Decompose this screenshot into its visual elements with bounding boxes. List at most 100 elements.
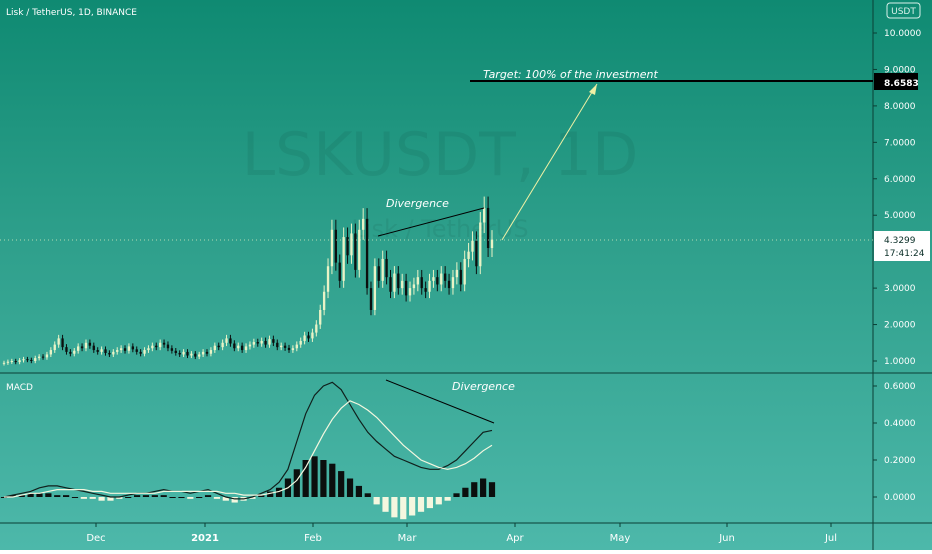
candle-body bbox=[467, 251, 470, 259]
price-divergence-line[interactable] bbox=[377, 207, 485, 237]
candle-body bbox=[369, 288, 373, 310]
candle-body bbox=[471, 240, 474, 252]
candle-body bbox=[307, 335, 310, 339]
macd-histogram-bar bbox=[36, 493, 43, 497]
candle-body bbox=[178, 352, 181, 355]
candle-body bbox=[385, 258, 388, 278]
candle-body bbox=[123, 348, 127, 351]
candle-body bbox=[443, 273, 447, 281]
candle-body bbox=[330, 229, 334, 267]
candle-body bbox=[22, 359, 25, 361]
macd-histogram-bar bbox=[0, 497, 8, 498]
macd-histogram-bar bbox=[54, 495, 61, 497]
macd-tick-label: 0.6000 bbox=[884, 382, 916, 392]
candle-body bbox=[326, 266, 330, 292]
candle-body bbox=[319, 309, 322, 325]
candle-body bbox=[260, 340, 263, 344]
candle-body bbox=[291, 348, 295, 351]
macd-histogram-bar bbox=[45, 493, 52, 497]
candle-body bbox=[338, 262, 341, 281]
macd-histogram-bar bbox=[231, 497, 238, 503]
macd-histogram-bar bbox=[169, 497, 176, 498]
candle-body bbox=[96, 350, 99, 352]
candle-body bbox=[451, 277, 455, 289]
price-tick-label: 10.0000 bbox=[884, 29, 921, 39]
x-tick-label: Apr bbox=[506, 533, 524, 544]
candle-body bbox=[147, 348, 150, 351]
candle-body bbox=[244, 346, 248, 351]
candle-body bbox=[69, 351, 72, 354]
price-tick-label: 7.0000 bbox=[884, 138, 916, 148]
macd-histogram-bar bbox=[329, 463, 336, 497]
candle-body bbox=[158, 342, 162, 348]
candle-body bbox=[299, 340, 302, 345]
candle-body bbox=[131, 346, 135, 350]
candle-body bbox=[361, 218, 365, 230]
macd-histogram-bar bbox=[488, 482, 496, 497]
macd-divergence-line[interactable] bbox=[385, 379, 495, 424]
candle-body bbox=[420, 277, 423, 289]
price-divergence-label: Divergence bbox=[386, 197, 449, 210]
macd-histogram-bar bbox=[480, 478, 487, 497]
macd-histogram-bar bbox=[160, 495, 167, 497]
candle-body bbox=[143, 350, 146, 354]
candle-body bbox=[205, 351, 209, 354]
candle-body bbox=[252, 342, 256, 345]
candle-body bbox=[45, 354, 49, 358]
macd-line bbox=[3, 381, 493, 500]
candle-body bbox=[139, 351, 142, 354]
macd-histogram-bar bbox=[382, 497, 389, 512]
macd-tick-label: 0.2000 bbox=[884, 456, 916, 466]
macd-histogram-bar bbox=[293, 469, 300, 497]
signal-line bbox=[4, 400, 493, 498]
macd-histogram-bar bbox=[364, 493, 371, 497]
macd-histogram-bar bbox=[89, 497, 96, 499]
candle-body bbox=[57, 338, 60, 345]
candle-body bbox=[233, 343, 236, 349]
currency-badge-label: USDT bbox=[891, 7, 916, 17]
macd-histogram-bar bbox=[178, 497, 185, 498]
macd-histogram-bar bbox=[142, 495, 150, 497]
currency-badge[interactable] bbox=[886, 2, 921, 19]
macd-histogram-bar bbox=[204, 495, 212, 497]
macd-histogram-bar bbox=[462, 487, 469, 497]
macd-histogram-bar bbox=[435, 497, 442, 505]
candle-body bbox=[26, 359, 29, 361]
price-tick-label: 5.0000 bbox=[884, 211, 916, 221]
candle-body bbox=[49, 350, 53, 355]
x-tick-label: Dec bbox=[86, 533, 105, 544]
candle-body bbox=[53, 344, 56, 351]
macd-histogram-bar bbox=[196, 497, 203, 498]
candle-body bbox=[268, 339, 271, 345]
x-tick-label: Feb bbox=[304, 533, 322, 544]
macd-histogram-bar bbox=[391, 497, 398, 518]
candle-body bbox=[459, 269, 462, 285]
candle-body bbox=[174, 350, 177, 353]
candle-body bbox=[354, 233, 357, 270]
last-price-box bbox=[874, 231, 930, 261]
candle-body bbox=[303, 335, 306, 341]
candle-body bbox=[170, 348, 174, 351]
candle-body bbox=[455, 269, 459, 278]
price-tick-label: 3.0000 bbox=[884, 284, 916, 294]
candle-body bbox=[280, 345, 283, 348]
candle-body bbox=[436, 277, 439, 285]
candle-body bbox=[162, 342, 166, 345]
candle-body bbox=[256, 342, 259, 344]
candle-body bbox=[358, 229, 361, 270]
candle-body bbox=[240, 345, 244, 351]
candle-body bbox=[217, 345, 220, 348]
macd-histogram-bar bbox=[116, 497, 123, 499]
macd-histogram-bar bbox=[471, 482, 478, 497]
candle-body bbox=[295, 344, 298, 349]
macd-histogram-bar bbox=[98, 497, 105, 501]
candle-body bbox=[334, 229, 338, 263]
candle-body bbox=[397, 273, 400, 289]
candle-body bbox=[119, 348, 123, 351]
candle-body bbox=[73, 350, 76, 354]
target-arrow[interactable] bbox=[501, 83, 598, 241]
candle-body bbox=[229, 338, 232, 344]
candle-body bbox=[155, 345, 158, 348]
macd-histogram-bar bbox=[346, 478, 354, 497]
